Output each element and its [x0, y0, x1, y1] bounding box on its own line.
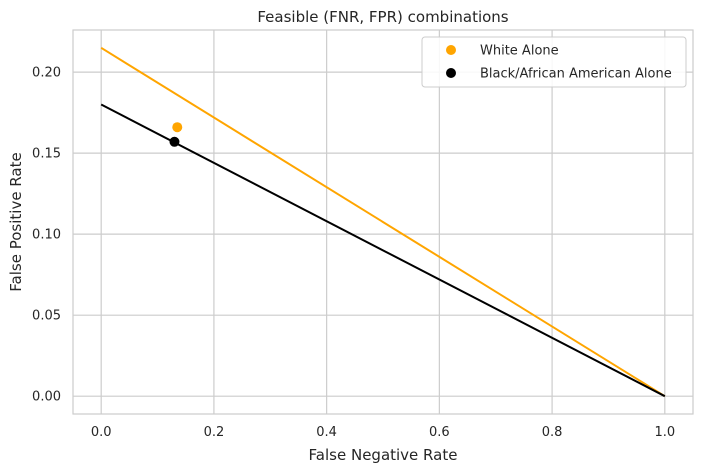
series-line — [100, 103, 666, 398]
series-points — [169, 122, 183, 147]
x-tick-label: 0.0 — [91, 425, 112, 440]
series-lines — [100, 46, 666, 398]
y-tick-label: 0.05 — [32, 309, 61, 324]
legend-marker — [446, 68, 456, 78]
y-axis-ticks: 0.00 0.05 0.10 0.15 0.20 — [32, 66, 61, 405]
chart-title: Feasible (FNR, FPR) combinations — [257, 8, 508, 26]
series-point — [169, 136, 180, 147]
x-tick-label: 0.2 — [204, 425, 225, 440]
legend-box — [421, 36, 687, 88]
legend-label: Black/African American Alone — [480, 67, 672, 82]
legend: White Alone Black/African American Alone — [421, 36, 687, 88]
y-tick-label: 0.00 — [32, 390, 61, 405]
plot-frame — [72, 29, 694, 415]
y-tick-label: 0.20 — [32, 66, 61, 81]
x-tick-label: 0.6 — [429, 425, 450, 440]
y-tick-label: 0.15 — [32, 147, 61, 162]
x-tick-label: 0.4 — [316, 425, 337, 440]
series-line — [100, 46, 666, 398]
x-axis-ticks: 0.0 0.2 0.4 0.6 0.8 1.0 — [91, 425, 675, 440]
y-axis-label: False Positive Rate — [7, 152, 25, 291]
y-tick-label: 0.10 — [32, 228, 61, 243]
series-point — [172, 122, 183, 133]
x-axis-label: False Negative Rate — [309, 446, 458, 464]
x-tick-label: 0.8 — [542, 425, 563, 440]
legend-marker — [446, 45, 456, 55]
x-tick-label: 1.0 — [654, 425, 675, 440]
legend-label: White Alone — [480, 44, 559, 59]
